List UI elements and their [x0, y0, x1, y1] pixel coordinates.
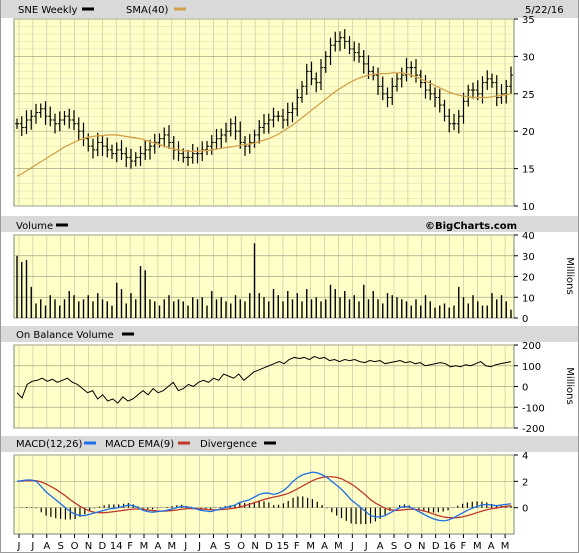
- y-tick-label: 30: [522, 52, 535, 63]
- x-tick-label: 16: [443, 541, 456, 552]
- y-tick-label: 0: [522, 314, 528, 325]
- legend-sne-label: SNE Weekly: [18, 5, 78, 16]
- obv-line: [16, 355, 512, 404]
- macd-line: [16, 471, 512, 522]
- volume-label: Volume: [16, 221, 53, 232]
- obv-unit: Millions: [564, 367, 575, 404]
- y-tick-label: 4: [522, 451, 528, 462]
- x-tick-label: A: [154, 541, 161, 552]
- x-tick-label: F: [461, 541, 467, 552]
- x-tick-label: M: [334, 541, 343, 552]
- chart-date: 5/22/16: [525, 5, 564, 16]
- x-tick-label: M: [167, 541, 176, 552]
- x-tick-label: N: [251, 541, 258, 552]
- x-tick-label: D: [265, 541, 273, 552]
- panel-header-bg: [1, 0, 578, 18]
- x-tick-label: A: [210, 541, 217, 552]
- x-tick-label: J: [30, 541, 34, 552]
- y-tick-label: 25: [522, 90, 535, 101]
- x-tick-label: A: [43, 541, 50, 552]
- x-tick-label: J: [364, 541, 368, 552]
- y-tick-label: 200: [522, 341, 541, 352]
- sma-line: [16, 72, 512, 177]
- y-tick-label: 20: [522, 127, 535, 138]
- obv-label: On Balance Volume: [16, 330, 114, 341]
- macd-label: MACD(12,26): [16, 439, 83, 450]
- volume-unit: Millions: [564, 257, 575, 294]
- x-tick-label: J: [183, 541, 187, 552]
- x-tick-label: 15: [277, 541, 290, 552]
- panel-header-bg: [1, 326, 578, 342]
- y-tick-label: 40: [522, 231, 535, 242]
- y-tick-label: -100: [522, 403, 545, 414]
- x-tick-label: M: [501, 541, 510, 552]
- x-tick-label: D: [432, 541, 440, 552]
- y-tick-label: 10: [522, 202, 535, 213]
- plot-area: [13, 18, 515, 207]
- x-tick-label: F: [294, 541, 300, 552]
- watermark: ©BigCharts.com: [425, 221, 517, 232]
- x-tick-label: D: [98, 541, 106, 552]
- x-tick-label: J: [197, 541, 201, 552]
- x-tick-label: S: [57, 541, 63, 552]
- macd-ema-line: [16, 476, 512, 519]
- macd-ema-label: MACD EMA(9): [105, 439, 174, 450]
- x-tick-label: N: [418, 541, 425, 552]
- legend-sma-label: SMA(40): [126, 5, 168, 16]
- x-tick-label: J: [17, 541, 21, 552]
- x-tick-label: 14: [110, 541, 123, 552]
- y-tick-label: 0: [522, 383, 528, 394]
- y-tick-label: 30: [522, 252, 535, 263]
- x-tick-label: S: [391, 541, 397, 552]
- y-tick-label: 35: [522, 15, 535, 26]
- x-tick-label: O: [404, 541, 412, 552]
- x-tick-label: M: [473, 541, 482, 552]
- divergence-label: Divergence: [200, 439, 257, 450]
- x-tick-label: O: [237, 541, 245, 552]
- y-tick-label: 10: [522, 293, 535, 304]
- y-tick-label: 2: [522, 477, 528, 488]
- x-tick-label: A: [321, 541, 328, 552]
- panel-header-bg: [1, 216, 578, 232]
- y-tick-label: -200: [522, 424, 545, 435]
- x-tick-label: A: [488, 541, 495, 552]
- panel-header-bg: [1, 436, 578, 452]
- x-tick-label: S: [224, 541, 230, 552]
- x-tick-label: J: [350, 541, 354, 552]
- x-tick-label: M: [140, 541, 149, 552]
- plot-area: [13, 454, 515, 535]
- x-tick-label: N: [85, 541, 92, 552]
- y-tick-label: 15: [522, 165, 535, 176]
- y-tick-label: 100: [522, 362, 541, 373]
- x-tick-label: O: [71, 541, 79, 552]
- x-tick-label: A: [377, 541, 384, 552]
- x-tick-label: F: [127, 541, 133, 552]
- y-tick-label: 20: [522, 273, 535, 284]
- y-tick-label: 0: [522, 504, 528, 515]
- x-tick-label: M: [306, 541, 315, 552]
